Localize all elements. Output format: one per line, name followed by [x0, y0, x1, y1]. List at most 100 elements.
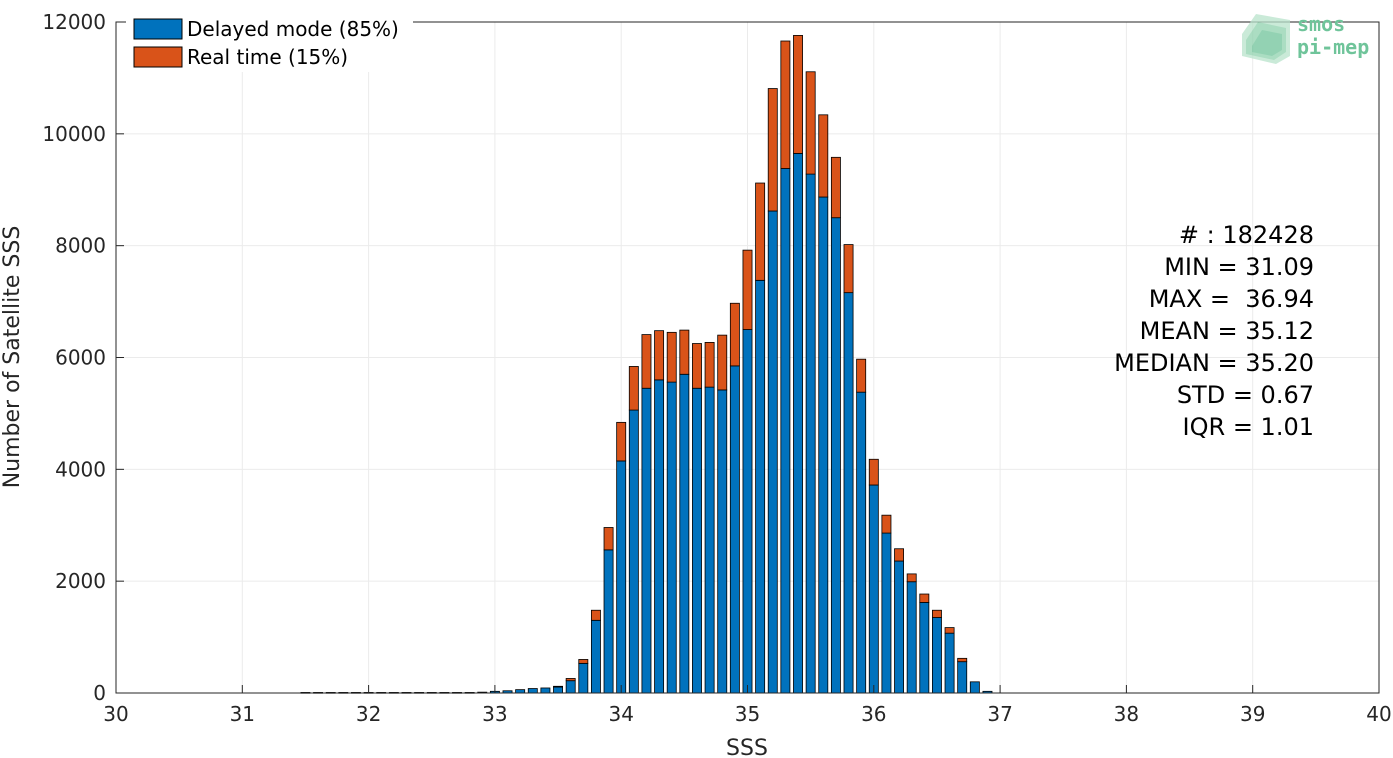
y-tick-label: 6000 — [55, 346, 106, 370]
bar-real-time — [729, 302, 740, 367]
bar-real-time — [780, 40, 791, 169]
bar-real-time — [894, 548, 905, 562]
bar-delayed-mode — [818, 196, 829, 694]
bar-delayed-mode — [881, 532, 892, 694]
bar-delayed-mode — [578, 662, 589, 694]
x-tick-label: 36 — [861, 702, 886, 726]
bar-real-time — [881, 514, 892, 534]
bar-real-time — [742, 249, 753, 330]
stat-mean: MEAN = 35.12 — [1140, 317, 1314, 345]
legend-label-realtime: Real time (15%) — [187, 45, 348, 69]
bar-real-time — [603, 527, 614, 551]
bar-delayed-mode — [565, 680, 576, 694]
bar-real-time — [793, 35, 803, 154]
x-axis-ticks: 30 31 32 33 34 35 36 37 38 39 40 — [103, 685, 1392, 726]
bar-real-time — [805, 71, 816, 175]
logo-text-pimep: pi-mep — [1297, 35, 1369, 59]
x-tick-label: 35 — [735, 702, 760, 726]
bar-delayed-mode — [793, 152, 803, 694]
y-axis-label: Number of Satellite SSS — [0, 226, 25, 489]
bar-real-time — [932, 609, 942, 618]
bar-real-time — [641, 334, 652, 389]
bar-delayed-mode — [729, 365, 740, 694]
bar-real-time — [616, 421, 627, 462]
bar-delayed-mode — [540, 687, 551, 694]
bar-delayed-mode — [805, 173, 816, 694]
bar-delayed-mode — [553, 686, 563, 694]
bar-real-time — [590, 609, 601, 621]
bar-delayed-mode — [742, 329, 753, 694]
bar-real-time — [717, 334, 728, 391]
x-tick-label: 40 — [1366, 702, 1391, 726]
bar-real-time — [944, 627, 955, 634]
y-axis-ticks: 0 2000 4000 6000 8000 10000 12000 — [42, 10, 124, 705]
bar-real-time — [919, 593, 930, 603]
bar-real-time — [906, 573, 917, 583]
stat-count: # : 182428 — [1179, 221, 1314, 249]
bar-delayed-mode — [641, 387, 652, 694]
stat-std: STD = 0.67 — [1177, 381, 1314, 409]
bar-real-time — [957, 657, 968, 663]
bar-delayed-mode — [717, 389, 728, 694]
x-tick-label: 30 — [103, 702, 128, 726]
bar-delayed-mode — [919, 602, 930, 694]
bar-delayed-mode — [654, 379, 665, 694]
x-axis-label: SSS — [726, 736, 768, 758]
bar-delayed-mode — [616, 460, 627, 694]
x-tick-label: 31 — [230, 702, 255, 726]
logo-text-smos: smos — [1297, 12, 1345, 36]
x-tick-label: 39 — [1240, 702, 1265, 726]
x-tick-label: 34 — [608, 702, 633, 726]
bar-real-time — [628, 366, 639, 411]
bar-delayed-mode — [679, 373, 690, 694]
x-tick-label: 38 — [1114, 702, 1139, 726]
bar-delayed-mode — [868, 484, 879, 694]
y-tick-label: 4000 — [55, 457, 106, 481]
bar-delayed-mode — [666, 381, 677, 694]
bar-delayed-mode — [780, 168, 791, 694]
bar-real-time — [767, 88, 778, 212]
bar-delayed-mode — [767, 210, 778, 694]
stats-box: # : 182428 MIN = 31.09 MAX = 36.94 MEAN … — [1114, 221, 1314, 441]
bar-real-time — [553, 685, 563, 688]
y-tick-label: 12000 — [42, 10, 106, 34]
bar-real-time — [830, 156, 841, 219]
bar-delayed-mode — [830, 217, 841, 694]
x-tick-label: 37 — [987, 702, 1012, 726]
legend-swatch-delayed — [133, 18, 183, 40]
bar-real-time — [704, 341, 715, 388]
bar-real-time — [843, 244, 854, 294]
bar-delayed-mode — [969, 681, 980, 694]
bar-delayed-mode — [932, 617, 942, 694]
stat-min: MIN = 31.09 — [1164, 253, 1314, 281]
bar-real-time — [692, 343, 702, 389]
bar-delayed-mode — [692, 387, 702, 694]
bar-real-time — [856, 358, 867, 393]
bar-delayed-mode — [704, 386, 715, 694]
stat-max: MAX = 36.94 — [1149, 285, 1314, 313]
bar-delayed-mode — [628, 409, 639, 694]
bar-delayed-mode — [755, 279, 766, 694]
bar-real-time — [654, 330, 665, 381]
bar-delayed-mode — [944, 632, 955, 694]
bar-real-time — [578, 659, 589, 664]
x-tick-label: 33 — [482, 702, 507, 726]
bar-real-time — [679, 329, 690, 375]
y-tick-label: 0 — [93, 681, 106, 705]
bar-real-time — [565, 678, 576, 682]
legend-label-delayed: Delayed mode (85%) — [187, 17, 399, 41]
y-tick-label: 2000 — [55, 569, 106, 593]
bar-delayed-mode — [515, 689, 526, 694]
bar-delayed-mode — [894, 560, 905, 694]
bar-real-time — [818, 114, 829, 198]
bar-delayed-mode — [603, 549, 614, 694]
bar-real-time — [868, 458, 879, 486]
stat-median: MEDIAN = 35.20 — [1114, 349, 1314, 377]
bar-delayed-mode — [527, 688, 538, 694]
stat-iqr: IQR = 1.01 — [1183, 413, 1314, 441]
y-tick-label: 8000 — [55, 234, 106, 258]
smos-pimep-logo: smos pi-mep — [1242, 12, 1369, 64]
y-tick-label: 10000 — [42, 122, 106, 146]
legend-swatch-realtime — [133, 46, 183, 68]
